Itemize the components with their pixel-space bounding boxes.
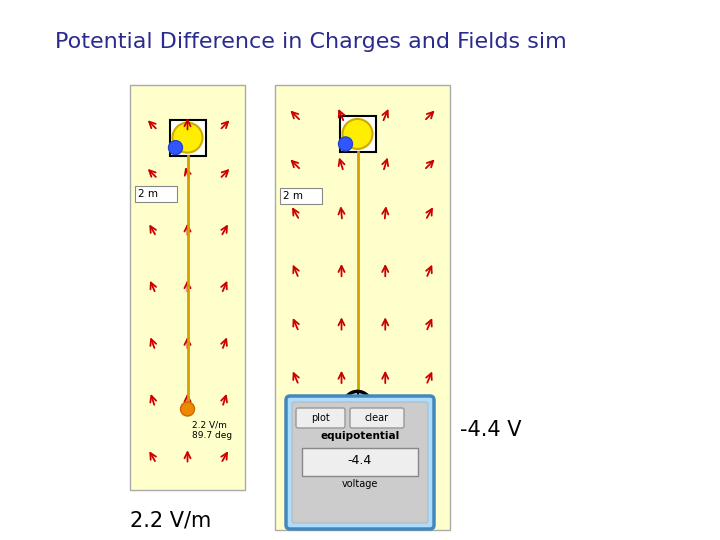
Text: 89.7 deg: 89.7 deg [192,431,233,440]
Bar [169,120,205,156]
Bar [275,85,450,530]
Bar [340,116,376,152]
FancyBboxPatch shape [286,396,434,529]
Text: -4.4: -4.4 [348,454,372,467]
Text: 2.2 V/m: 2.2 V/m [192,421,228,430]
FancyBboxPatch shape [292,402,428,523]
Circle shape [338,137,353,151]
Text: -4.4 V: -4.4 V [460,420,521,440]
Circle shape [173,123,202,153]
Circle shape [343,392,372,420]
Text: voltage: voltage [342,479,378,489]
FancyBboxPatch shape [296,408,345,428]
Circle shape [354,401,361,409]
Text: 2.2 V/m: 2.2 V/m [130,510,211,530]
Text: clear: clear [365,413,389,423]
Text: 2 m: 2 m [138,190,158,199]
Text: plot: plot [310,413,329,423]
Bar [130,85,245,490]
Circle shape [181,402,194,416]
FancyBboxPatch shape [350,408,404,428]
Circle shape [168,140,182,154]
Bar [135,186,177,202]
Text: 2 m: 2 m [283,191,303,201]
Circle shape [343,119,372,149]
Text: equipotential: equipotential [320,431,400,441]
Text: Potential Difference in Charges and Fields sim: Potential Difference in Charges and Fiel… [55,32,567,52]
Bar [280,188,322,204]
Bar [302,448,418,476]
